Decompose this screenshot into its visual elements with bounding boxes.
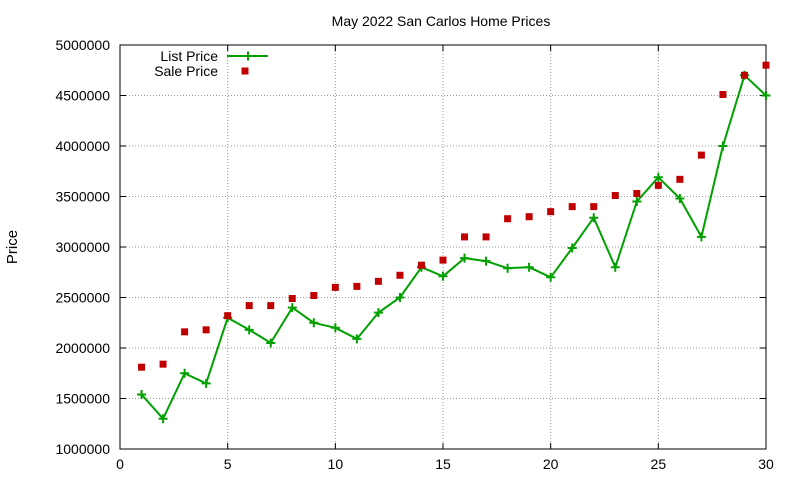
sale-price-point — [138, 363, 146, 371]
series-list-price — [137, 70, 771, 424]
list-price-line — [140, 74, 767, 420]
y-tick-label: 4000000 — [55, 138, 110, 154]
list-price-point — [546, 272, 556, 282]
legend-label-sale-price: Sale Price — [154, 63, 218, 79]
y-tick-label: 2500000 — [55, 290, 110, 306]
sale-price-point — [504, 215, 512, 223]
y-tick-label: 2000000 — [55, 340, 110, 356]
list-price-point — [266, 338, 276, 348]
sale-price-point — [633, 189, 641, 197]
x-tick-label: 20 — [543, 456, 559, 472]
y-tick-label: 1500000 — [55, 391, 110, 407]
sale-price-point — [461, 233, 469, 241]
y-tick-label: 3000000 — [55, 239, 110, 255]
sale-price-point — [181, 328, 189, 336]
series-sale-price — [138, 61, 770, 371]
sale-price-point — [202, 326, 210, 334]
list-price-point — [244, 325, 254, 335]
list-price-point — [137, 389, 147, 399]
sale-price-point — [267, 302, 275, 310]
list-price-point — [460, 253, 470, 263]
sale-price-point — [719, 90, 727, 98]
list-price-point — [675, 194, 685, 204]
sale-price-point — [439, 256, 447, 264]
x-tick-label: 15 — [435, 456, 451, 472]
legend-marker-list-price — [243, 51, 253, 61]
sale-price-point — [224, 312, 232, 320]
list-price-point — [287, 303, 297, 313]
sale-price-point — [525, 213, 533, 221]
sale-price-point — [676, 175, 684, 183]
list-price-point — [524, 262, 534, 272]
list-price-point — [632, 197, 642, 207]
chart-title: May 2022 San Carlos Home Prices — [332, 13, 551, 29]
sale-price-point — [374, 277, 382, 285]
list-price-point — [373, 308, 383, 318]
x-tick-label: 30 — [758, 456, 774, 472]
y-axis-label: Price — [4, 230, 21, 264]
sale-price-point — [310, 291, 318, 299]
list-price-point — [395, 293, 405, 302]
sale-price-point — [654, 181, 662, 189]
x-tick-label: 5 — [224, 456, 232, 472]
y-tick-labels: 1000000 1500000 2000000 2500000 3000000 35000… — [55, 37, 110, 457]
x-tick-label: 0 — [116, 456, 124, 472]
list-price-point — [330, 323, 340, 333]
sale-price-point — [482, 233, 490, 241]
list-price-point — [718, 141, 728, 151]
y-tick-label: 5000000 — [55, 37, 110, 53]
list-price-point — [653, 172, 663, 182]
sale-price-point — [590, 203, 598, 211]
plot-border — [119, 44, 767, 450]
sale-price-point — [396, 271, 404, 279]
x-tick-label: 10 — [328, 456, 344, 472]
sale-price-point — [762, 61, 770, 69]
sale-price-point — [611, 191, 619, 199]
y-tick-label: 3500000 — [55, 189, 110, 205]
gridlines — [120, 45, 766, 449]
sale-price-point — [740, 71, 748, 79]
sale-price-point — [331, 283, 339, 291]
list-price-point — [309, 318, 319, 328]
list-price-point — [481, 256, 491, 266]
list-price-point — [438, 271, 448, 281]
y-tick-label: 4500000 — [55, 88, 110, 104]
sale-price-point — [159, 360, 167, 368]
list-price-point — [696, 232, 706, 242]
list-price-point — [352, 334, 362, 344]
sale-price-point — [547, 208, 555, 216]
legend: List Price Sale Price — [154, 48, 268, 79]
sale-price-point — [245, 302, 253, 310]
sale-price-point — [568, 203, 576, 211]
list-price-point — [761, 91, 771, 100]
sale-price-point — [288, 295, 296, 303]
x-tick-label: 25 — [651, 456, 667, 472]
sale-price-point — [417, 261, 425, 269]
x-tick-labels: 0 5 10 15 20 25 30 — [116, 456, 774, 472]
list-price-point — [201, 378, 211, 388]
y-tick-label: 1000000 — [55, 441, 110, 457]
list-price-point — [589, 213, 599, 223]
list-price-point — [180, 368, 190, 378]
list-price-point — [158, 414, 168, 424]
sale-price-point — [353, 282, 361, 290]
legend-marker-sale-price — [241, 67, 249, 75]
list-price-point — [567, 243, 577, 253]
list-price-point — [503, 263, 513, 273]
list-price-point — [610, 262, 620, 272]
legend-label-list-price: List Price — [160, 48, 218, 64]
sale-price-point — [697, 151, 705, 159]
